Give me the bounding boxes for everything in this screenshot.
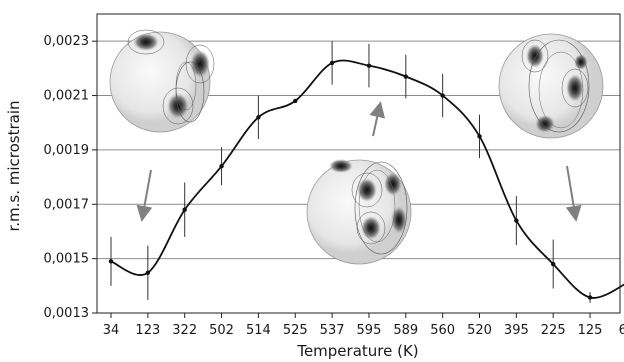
data-point (440, 93, 445, 98)
y-tick-label: 0,0021 (44, 89, 90, 104)
x-tick-label: 322 (172, 323, 197, 338)
x-tick-label: 123 (135, 323, 160, 338)
pole-figure-low-temperature (109, 29, 215, 133)
x-tick-label: 502 (209, 323, 234, 338)
x-tick-label: 225 (541, 323, 566, 338)
y-tick-label: 0,0017 (44, 197, 90, 212)
data-point (477, 134, 482, 139)
data-point (587, 295, 593, 300)
x-tick-label: 514 (246, 323, 271, 338)
y-axis-ticks: 0,0013 0,0015 0,0017 0,0019 0,0021 0,0023 (44, 34, 97, 321)
x-axis-ticks: 34 123 322 502 514 525 537 595 589 560 520 395 225 12… (103, 313, 624, 338)
x-tick-label: 525 (283, 323, 308, 338)
data-point (329, 60, 335, 66)
x-tick-label: 537 (320, 323, 345, 338)
x-tick-label: 595 (357, 323, 382, 338)
data-point (108, 259, 114, 264)
data-point (403, 74, 408, 79)
data-point (293, 98, 298, 104)
data-point (182, 207, 187, 212)
data-point (551, 261, 556, 267)
x-tick-label: 34 (103, 323, 120, 338)
arrow-low-temperature (136, 169, 153, 222)
y-tick-label: 0,0013 (44, 306, 90, 321)
x-tick-label: 395 (504, 323, 529, 338)
arrow-cooling (565, 165, 582, 222)
data-point (145, 270, 151, 275)
y-tick-label: 0,0015 (44, 252, 90, 267)
pole-figure-cooling (498, 33, 604, 139)
y-tick-label: 0,0023 (44, 34, 90, 49)
x-tick-label: 63 (619, 323, 624, 338)
data-point (256, 115, 261, 120)
pole-figure-peak (306, 159, 412, 265)
x-tick-label: 125 (578, 323, 603, 338)
y-axis-title: r.m.s. microstrain (5, 100, 23, 231)
plot-frame (96, 13, 621, 314)
x-tick-label: 520 (467, 323, 492, 338)
data-point (514, 218, 519, 223)
arrow-peak (369, 101, 386, 137)
data-point (219, 164, 224, 169)
data-point (366, 63, 372, 68)
y-tick-label: 0,0019 (44, 143, 90, 158)
x-tick-label: 560 (430, 323, 455, 338)
x-axis-title: Temperature (K) (296, 342, 418, 360)
data-series (108, 41, 624, 303)
x-tick-label: 589 (393, 323, 418, 338)
